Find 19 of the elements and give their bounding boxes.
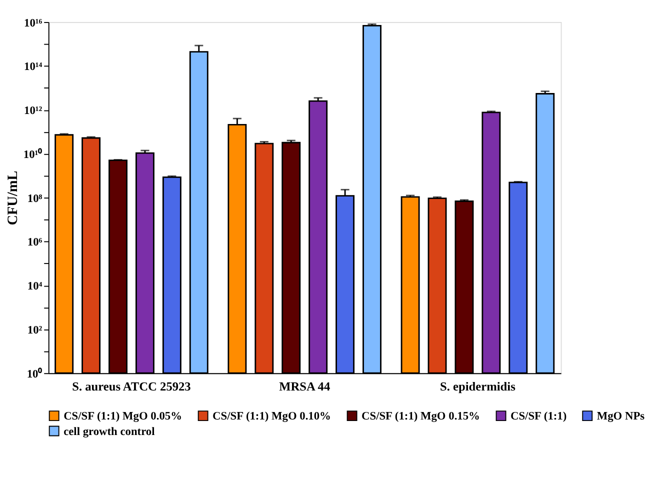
y-tick-label: 10¹⁶ [24,17,43,30]
y-tick-label: 10⁸ [27,192,43,205]
y-tick-label: 10⁴ [27,280,43,293]
legend-label: MgO NPs [596,410,646,423]
y-tick-label: 10² [27,324,43,337]
x-tick-label: S. aureus ATCC 25923 [72,380,191,394]
y-tick-label: 10¹⁰ [23,148,42,161]
legend-label: CS/SF (1:1) MgO 0.10% [212,410,331,423]
y-tick-label: 10⁶ [27,236,43,249]
y-tick-label: 10¹² [24,105,43,118]
legend-label: cell growth control [64,426,155,438]
x-tick-label: S. epidermidis [440,380,516,394]
legend-label: CS/SF (1:1) MgO 0.05% [64,410,182,423]
x-tick-label: MRSA 44 [279,380,330,394]
y-tick-label: 10¹⁴ [24,61,43,74]
y-tick-label: 10⁰ [26,367,42,380]
legend-label: CS/SF (1:1) [510,410,567,423]
y-axis-title: CFU/mL [4,170,21,226]
legend-label: CS/SF (1:1) MgO 0.15% [362,410,480,423]
